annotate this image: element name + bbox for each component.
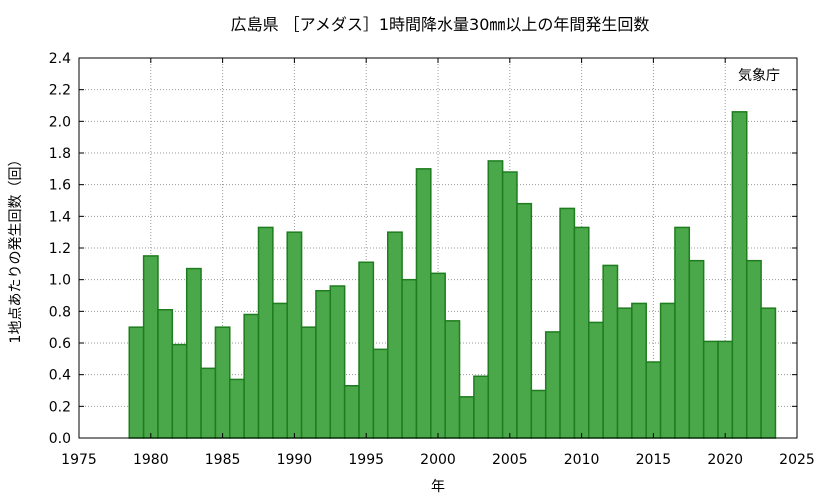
y-tick-label: 1.4 xyxy=(49,209,71,225)
y-tick-label: 2.4 xyxy=(49,51,71,67)
y-tick-label: 0.6 xyxy=(49,336,71,352)
bar-1986 xyxy=(229,378,245,439)
bar-1990 xyxy=(286,231,303,439)
bar-2015 xyxy=(645,361,662,439)
bar-1992 xyxy=(315,290,332,439)
x-tick-label: 2015 xyxy=(636,452,672,468)
bar-2017 xyxy=(674,226,691,439)
bar-2005 xyxy=(501,171,518,439)
bar-1985 xyxy=(214,326,231,439)
y-tick-label: 0.8 xyxy=(49,304,71,320)
bar-1998 xyxy=(401,278,418,439)
bar-1987 xyxy=(243,313,260,439)
x-tick-label: 2010 xyxy=(564,452,600,468)
bar-1984 xyxy=(200,367,217,439)
bar-2004 xyxy=(487,160,504,439)
bar-1988 xyxy=(257,226,274,439)
x-tick-label: 2025 xyxy=(779,452,815,468)
bar-2011 xyxy=(588,321,604,439)
y-tick-label: 1.0 xyxy=(49,273,71,289)
y-tick-label: 2.2 xyxy=(49,83,71,99)
x-tick-label: 1975 xyxy=(61,452,97,468)
bar-2001 xyxy=(444,320,461,439)
bar-1979 xyxy=(128,326,145,439)
x-axis-label: 年 xyxy=(431,479,445,495)
bar-2016 xyxy=(659,302,676,439)
bar-2002 xyxy=(458,396,475,439)
bar-2018 xyxy=(688,259,705,439)
x-tick-label: 2000 xyxy=(420,452,456,468)
bar-2013 xyxy=(616,307,633,439)
bar-1993 xyxy=(329,285,346,439)
bar-1991 xyxy=(300,326,317,439)
annotation-label: 気象庁 xyxy=(738,68,780,84)
bar-2021 xyxy=(731,111,748,439)
x-tick-label: 1990 xyxy=(277,452,313,468)
y-tick-label: 1.6 xyxy=(49,178,71,194)
chart-title: 広島県 ［アメダス］1時間降水量30㎜以上の年間発生回数 xyxy=(231,15,650,34)
bar-1995 xyxy=(358,261,375,439)
bar-2012 xyxy=(602,264,619,439)
bar-2007 xyxy=(530,389,547,439)
y-tick-label: 0.2 xyxy=(49,399,71,415)
x-tick-label: 1980 xyxy=(133,452,169,468)
x-tick-label: 2005 xyxy=(492,452,528,468)
bar-1981 xyxy=(157,309,174,439)
x-tick-label: 1995 xyxy=(348,452,384,468)
bar-1994 xyxy=(343,385,360,439)
bar-1997 xyxy=(386,231,403,439)
y-tick-label: 0.4 xyxy=(49,368,71,384)
bar-2003 xyxy=(473,375,490,439)
y-tick-label: 1.2 xyxy=(49,241,71,257)
bar-2006 xyxy=(516,202,533,439)
bar-1982 xyxy=(171,343,188,439)
y-axis-label: 1地点あたりの発生回数（回） xyxy=(8,153,24,344)
bar-2009 xyxy=(559,207,576,439)
bar-1989 xyxy=(272,302,288,439)
bars-group xyxy=(128,111,777,439)
bar-2022 xyxy=(745,259,762,439)
bar-1999 xyxy=(415,168,432,439)
bar-1980 xyxy=(142,255,159,439)
y-tick-label: 2.0 xyxy=(49,114,71,130)
bar-2023 xyxy=(760,307,777,439)
bar-2008 xyxy=(544,331,561,439)
x-axis-ticks: 1975 1980 1985 1990 1995 2000 2005 2010 2015 2020… xyxy=(61,58,815,468)
bar-2010 xyxy=(573,226,590,439)
y-tick-label: 1.8 xyxy=(49,146,71,162)
bar-2019 xyxy=(702,340,719,439)
bar-1983 xyxy=(185,267,202,439)
y-tick-label: 0.0 xyxy=(49,431,71,447)
bar-2000 xyxy=(430,272,446,439)
bar-2014 xyxy=(631,302,647,439)
x-tick-label: 2020 xyxy=(707,452,743,468)
bar-2020 xyxy=(717,340,734,439)
y-axis-ticks: 0.0 0.2 0.4 0.6 0.8 1.0 1.2 1.4 1.6 1.8 2.0 2.2 2.4 xyxy=(49,51,797,447)
bar-1996 xyxy=(372,348,389,439)
x-tick-label: 1985 xyxy=(205,452,241,468)
